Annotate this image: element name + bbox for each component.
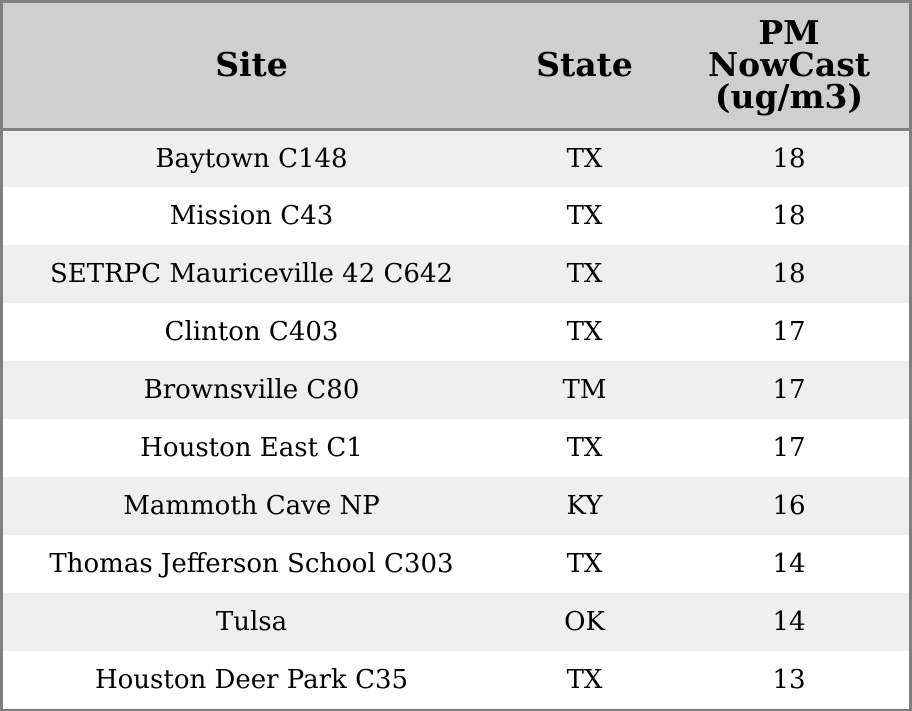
table-row: Houston East C1 TX 17 [3, 419, 909, 477]
site-cell: Thomas Jefferson School C303 [49, 549, 454, 579]
header-state: State [500, 3, 669, 131]
state-cell: TM [562, 375, 607, 405]
state-cell: OK [564, 607, 605, 637]
site-cell: Clinton C403 [164, 317, 339, 347]
header-state-text: State [536, 45, 633, 85]
table-row: Tulsa OK 14 [3, 593, 909, 651]
header-row: Site State PM NowCast (ug/m3) [3, 3, 909, 131]
table-row: Houston Deer Park C35 TX 13 [3, 651, 909, 709]
header-pm-line-3: (ug/m3) [714, 77, 864, 117]
table-header: Site State PM NowCast (ug/m3) [3, 3, 909, 131]
pm-value-cell: 14 [772, 549, 806, 579]
table-row: SETRPC Mauriceville 42 C642 TX 18 [3, 245, 909, 303]
pm-value-cell: 17 [772, 317, 806, 347]
table-row: Mission C43 TX 18 [3, 187, 909, 245]
site-cell: Mammoth Cave NP [123, 491, 380, 521]
header-pm-line-1: PM [758, 13, 820, 53]
table-row: Thomas Jefferson School C303 TX 14 [3, 535, 909, 593]
pm-value-cell: 17 [772, 433, 806, 463]
site-cell: Mission C43 [169, 201, 334, 231]
site-cell: SETRPC Mauriceville 42 C642 [49, 259, 454, 289]
header-site: Site [3, 3, 500, 131]
state-cell: TX [566, 317, 603, 347]
site-cell: Tulsa [215, 607, 288, 637]
table-row: Mammoth Cave NP KY 16 [3, 477, 909, 535]
header-pm-line-2: NowCast [707, 45, 871, 85]
pm-value-cell: 16 [772, 491, 806, 521]
state-cell: TX [566, 433, 603, 463]
state-cell: TX [566, 259, 603, 289]
pm-value-cell: 17 [772, 375, 806, 405]
state-cell: TX [566, 201, 603, 231]
site-cell: Baytown C148 [155, 143, 348, 174]
pm-value-cell: 14 [772, 607, 806, 637]
table-row: Clinton C403 TX 17 [3, 303, 909, 361]
pm-value-cell: 13 [772, 665, 806, 695]
state-cell: TX [566, 143, 603, 174]
state-cell: TX [566, 665, 603, 695]
pm-value-cell: 18 [772, 143, 806, 174]
site-cell: Houston East C1 [140, 433, 363, 463]
state-cell: TX [566, 549, 603, 579]
state-cell: KY [566, 491, 603, 521]
header-pm-nowcast: PM NowCast (ug/m3) [669, 3, 909, 131]
pm-value-cell: 18 [772, 201, 806, 231]
header-site-text: Site [215, 45, 288, 85]
table-row: Baytown C148 TX 18 [3, 129, 909, 187]
pm-value-cell: 18 [772, 259, 806, 289]
site-cell: Houston Deer Park C35 [94, 665, 409, 695]
table-row: Brownsville C80 TM 17 [3, 361, 909, 419]
table-body: Baytown C148 TX 18 Mission C43 TX 18 SET… [3, 129, 909, 709]
pm-nowcast-table: Site State PM NowCast (ug/m3) Baytown C1… [3, 3, 909, 709]
site-cell: Brownsville C80 [143, 375, 360, 405]
